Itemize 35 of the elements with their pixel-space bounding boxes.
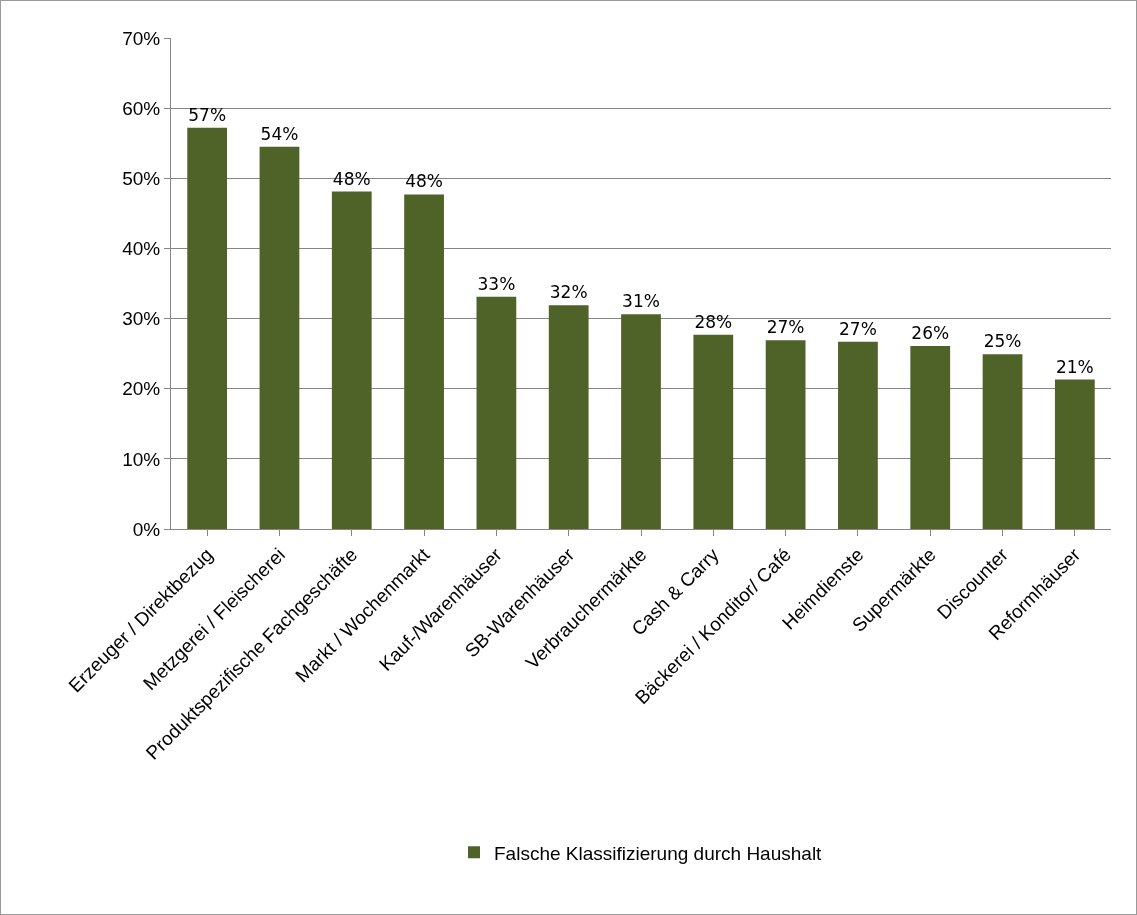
- data-label: 21%: [1055, 356, 1094, 377]
- y-tick-label: 10%: [122, 448, 161, 470]
- data-label: 54%: [260, 123, 299, 144]
- data-label: 32%: [549, 282, 588, 303]
- data-label: 26%: [911, 322, 950, 343]
- data-label: 48%: [332, 168, 371, 189]
- data-label: 48%: [405, 171, 443, 192]
- y-tick-label: 60%: [122, 97, 161, 119]
- bar: [476, 296, 517, 529]
- bar: [838, 341, 878, 529]
- bar: [259, 146, 300, 529]
- y-tick-label: 20%: [122, 378, 161, 400]
- bar: [621, 314, 661, 529]
- bar: [187, 127, 228, 529]
- data-label: 27%: [766, 317, 805, 338]
- data-label: 28%: [694, 311, 733, 332]
- bar: [331, 191, 372, 529]
- bar: [982, 354, 1023, 529]
- data-label: 57%: [188, 104, 227, 125]
- y-tick-label: 40%: [122, 238, 161, 260]
- bar: [910, 345, 951, 529]
- y-tick-label: 30%: [122, 308, 161, 330]
- data-label: 25%: [983, 331, 1022, 352]
- y-tick-label: 70%: [122, 27, 161, 49]
- legend-label: Falsche Klassifizierung durch Haushalt: [494, 842, 823, 864]
- bar: [404, 194, 444, 529]
- bar: [548, 305, 589, 529]
- y-tick-label: 0%: [132, 518, 161, 540]
- y-tick-label: 50%: [122, 167, 161, 189]
- bar: [693, 334, 734, 529]
- bar: [765, 340, 806, 529]
- data-label: 33%: [477, 273, 516, 294]
- bar: [1054, 379, 1095, 529]
- data-label: 27%: [839, 318, 877, 339]
- data-label: 31%: [622, 291, 660, 312]
